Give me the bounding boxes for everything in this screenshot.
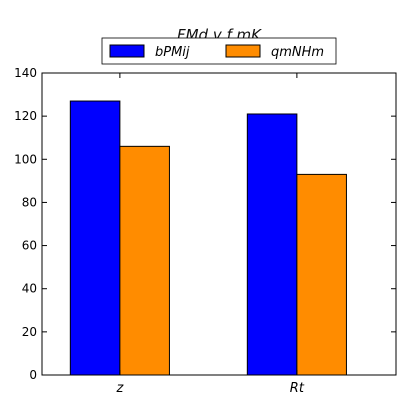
bar-qmNHm-Rt	[296, 173, 347, 376]
y-tick-label: 120	[14, 109, 37, 123]
x-axis: z Rt	[115, 73, 305, 396]
y-tick-label: 140	[14, 66, 37, 80]
y-tick-label: 20	[22, 325, 37, 339]
y-tick-label: 0	[29, 368, 37, 382]
legend-label: bPMij	[155, 45, 190, 60]
x-tick-label: z	[115, 381, 124, 396]
y-tick-label: 80	[22, 195, 37, 209]
y-tick-label: 40	[22, 282, 37, 296]
bar-bPMij-Rt	[246, 113, 298, 376]
x-tick-label: Rt	[290, 381, 305, 396]
bar-qmNHm-z	[119, 145, 170, 376]
y-tick-label: 100	[14, 152, 37, 166]
legend-swatch-qmNHm	[225, 44, 261, 58]
bars-group	[69, 100, 347, 376]
legend-swatch-bPMij	[109, 44, 145, 58]
legend: bPMij qmNHm	[101, 37, 337, 65]
legend-label: qmNHm	[271, 45, 324, 60]
bar-bPMij-z	[69, 100, 121, 376]
y-axis: 0 20 40 60 80 100 120 140	[14, 66, 396, 382]
y-tick-label: 60	[22, 239, 37, 253]
